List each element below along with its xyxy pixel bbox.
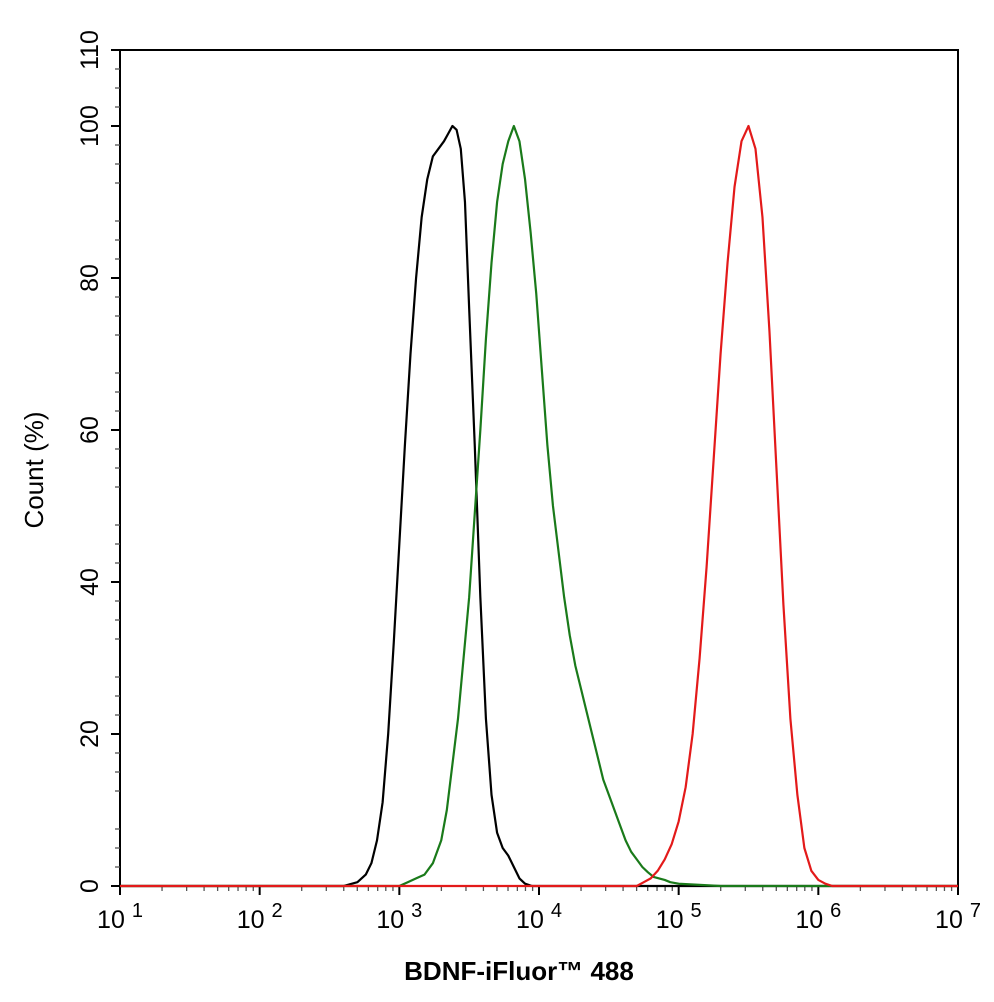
y-tick-label: 60 <box>76 416 104 444</box>
series-line-1 <box>120 124 958 888</box>
y-tick-label: 110 <box>76 30 104 70</box>
y-tick-label: 100 <box>76 105 104 147</box>
tick-labels: 0 20 40 60 80 100 110 10 1 10 2 10 3 10 4 10 5 10 6 1… <box>76 30 981 934</box>
x-tick-label: 10 4 <box>516 900 562 934</box>
y-tick-label: 40 <box>76 568 104 596</box>
x-tick-label: 10 3 <box>376 900 422 934</box>
axis-ticks <box>111 49 959 895</box>
plot-frame <box>119 49 959 887</box>
x-axis-title: BDNF-iFluor™ 488 <box>404 956 634 986</box>
series-line-2 <box>120 124 958 888</box>
x-tick-label: 10 2 <box>237 900 283 934</box>
y-tick-label: 80 <box>76 264 104 292</box>
x-tick-label: 10 1 <box>97 900 143 934</box>
x-tick-label: 10 7 <box>935 900 981 934</box>
x-tick-label: 10 5 <box>656 900 702 934</box>
series-layer <box>120 124 958 888</box>
y-axis-title: Count (%) <box>19 411 49 528</box>
x-tick-label: 10 6 <box>795 900 841 934</box>
y-tick-label: 20 <box>76 720 104 748</box>
y-tick-label: 0 <box>76 879 104 893</box>
series-line-3 <box>120 124 958 888</box>
